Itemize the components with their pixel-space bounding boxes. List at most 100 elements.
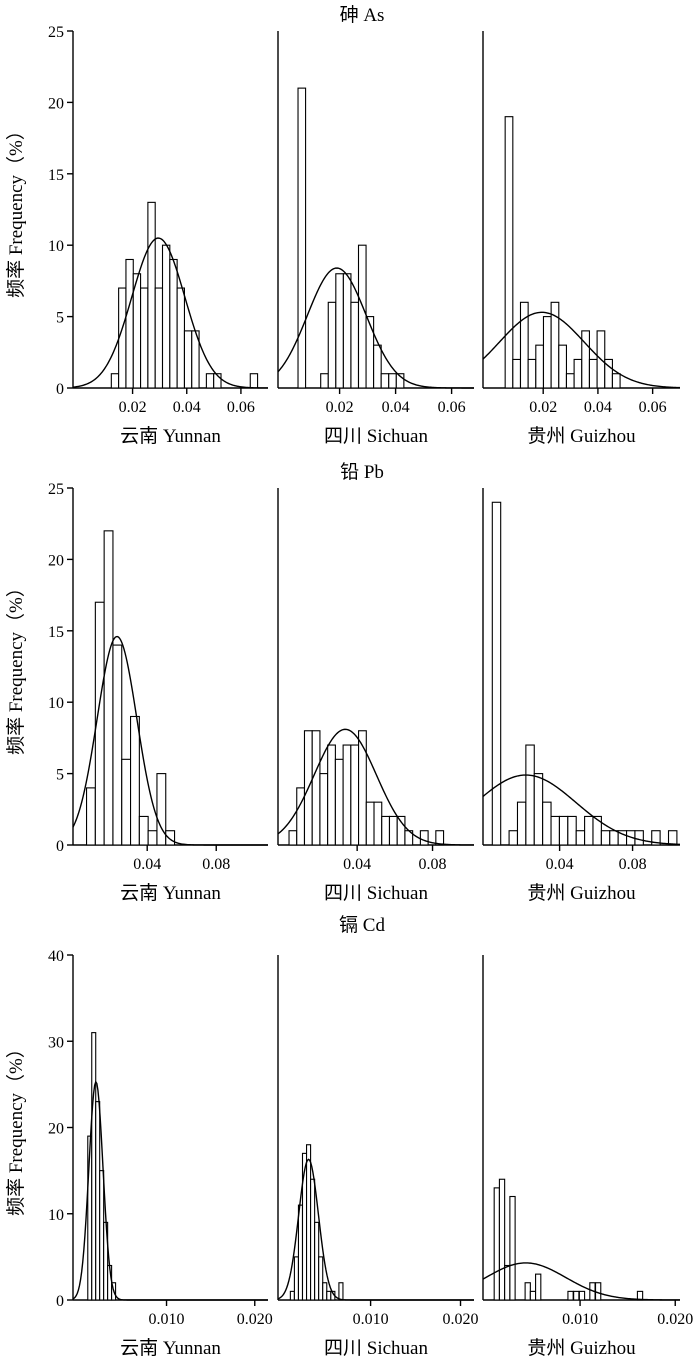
histogram-bar xyxy=(667,830,678,846)
row-title: 砷 As xyxy=(340,4,385,26)
x-tick-label: 0.06 xyxy=(639,399,667,416)
histogram-bar xyxy=(249,373,259,389)
y-tick-label: 40 xyxy=(48,948,64,965)
x-tick-label: 0.010 xyxy=(353,1311,389,1328)
histogram-bar xyxy=(310,1178,316,1301)
histogram-bar xyxy=(611,373,621,389)
histogram-bar xyxy=(575,830,586,846)
y-tick-label: 15 xyxy=(48,167,64,184)
y-axis-label: 频率 Frequency（%） xyxy=(5,1039,27,1216)
y-tick-label: 10 xyxy=(48,1207,64,1224)
histogram-bar xyxy=(504,116,514,389)
y-tick-label: 5 xyxy=(56,310,64,327)
histogram-bar xyxy=(327,744,336,846)
histogram-bar xyxy=(91,1032,97,1301)
histogram-bar xyxy=(419,830,429,846)
histogram-bar xyxy=(297,87,307,389)
region-label: 贵州 Guizhou xyxy=(527,1337,636,1359)
x-tick-label: 0.020 xyxy=(443,1311,479,1328)
y-tick-label: 20 xyxy=(48,552,64,569)
histogram-bar xyxy=(176,287,185,389)
histogram-bar xyxy=(516,801,527,846)
x-tick-label: 0.04 xyxy=(343,856,371,873)
histogram-bar xyxy=(154,287,164,389)
region-label: 四川 Sichuan xyxy=(324,883,428,904)
x-tick-label: 0.010 xyxy=(562,1311,598,1328)
histogram-bar xyxy=(358,730,367,846)
histogram-bar xyxy=(509,1195,516,1301)
histogram-bar xyxy=(334,758,344,846)
histogram-bar xyxy=(380,373,390,389)
histogram-bar xyxy=(527,358,537,389)
histogram-bar xyxy=(140,287,149,389)
histogram-bar xyxy=(535,344,545,389)
histogram-bar xyxy=(320,373,329,389)
y-axis-label: 频率 Frequency（%） xyxy=(5,578,27,755)
x-tick-label: 0.08 xyxy=(202,856,230,873)
x-tick-label: 0.04 xyxy=(382,399,410,416)
histogram-bar xyxy=(651,830,661,846)
histogram-bar xyxy=(289,1290,295,1301)
region-label: 云南 Yunnan xyxy=(120,882,221,904)
histogram-bar xyxy=(592,815,602,846)
histogram-bar xyxy=(533,773,544,846)
region-label: 四川 Sichuan xyxy=(324,1338,428,1359)
histogram-bar xyxy=(138,815,149,846)
histogram-bar xyxy=(388,815,398,846)
x-tick-label: 0.06 xyxy=(438,399,466,416)
histogram-bar xyxy=(381,815,391,846)
y-tick-label: 0 xyxy=(56,381,64,398)
histogram-bar xyxy=(335,273,344,389)
y-tick-label: 10 xyxy=(48,695,64,712)
row-title: 镉 Cd xyxy=(339,914,385,936)
histogram-bar xyxy=(110,373,120,389)
histogram-bar xyxy=(504,1264,511,1301)
histogram-bar xyxy=(326,1290,332,1301)
y-tick-label: 15 xyxy=(48,624,64,641)
region-label: 贵州 Guizhou xyxy=(527,882,636,904)
region-label: 四川 Sichuan xyxy=(324,426,428,447)
histogram-bar xyxy=(594,1282,602,1301)
histogram-bar xyxy=(558,815,569,846)
y-tick-label: 10 xyxy=(48,238,64,255)
normal-fit-curve xyxy=(72,635,268,846)
histogram-bar xyxy=(373,344,382,389)
x-tick-label: 0.04 xyxy=(546,856,574,873)
panel-Cd-1: 0.010 0.020 四川 Sichuan xyxy=(277,955,479,1359)
x-tick-label: 0.02 xyxy=(529,399,557,416)
histogram-bar xyxy=(319,773,329,846)
histogram-bar xyxy=(342,744,352,846)
histogram-bar xyxy=(118,287,127,389)
histogram-bar xyxy=(365,316,375,389)
histogram-bar xyxy=(588,358,598,389)
histogram-bar xyxy=(99,1170,105,1301)
histogram-bar xyxy=(573,1290,580,1301)
histogram-bar xyxy=(95,1101,101,1301)
histogram-bar xyxy=(542,801,552,846)
histogram-bar xyxy=(132,273,142,389)
histogram-bar xyxy=(535,1273,542,1301)
histogram-bar xyxy=(165,830,176,846)
x-tick-label: 0.06 xyxy=(227,399,255,416)
histogram-bar xyxy=(558,344,568,389)
x-tick-label: 0.04 xyxy=(133,856,161,873)
histogram-bar xyxy=(519,301,529,389)
x-tick-label: 0.020 xyxy=(237,1311,273,1328)
normal-fit-curve xyxy=(482,1262,680,1301)
histogram-bar xyxy=(542,316,552,389)
histogram-bar xyxy=(491,501,502,846)
histogram-bar xyxy=(322,1282,328,1301)
histogram-bar xyxy=(498,1178,506,1301)
histogram-bar xyxy=(338,1282,344,1301)
histogram-bar xyxy=(183,330,193,389)
histogram-bar xyxy=(305,1144,312,1301)
region-label: 贵州 Guizhou xyxy=(527,425,636,447)
histogram-bar xyxy=(125,258,134,389)
histogram-bar xyxy=(365,801,375,846)
panel-Cd-2: 0.010 0.020 贵州 Guizhou xyxy=(482,955,693,1359)
histogram-bar xyxy=(524,1282,531,1301)
region-label: 云南 Yunnan xyxy=(120,425,221,447)
